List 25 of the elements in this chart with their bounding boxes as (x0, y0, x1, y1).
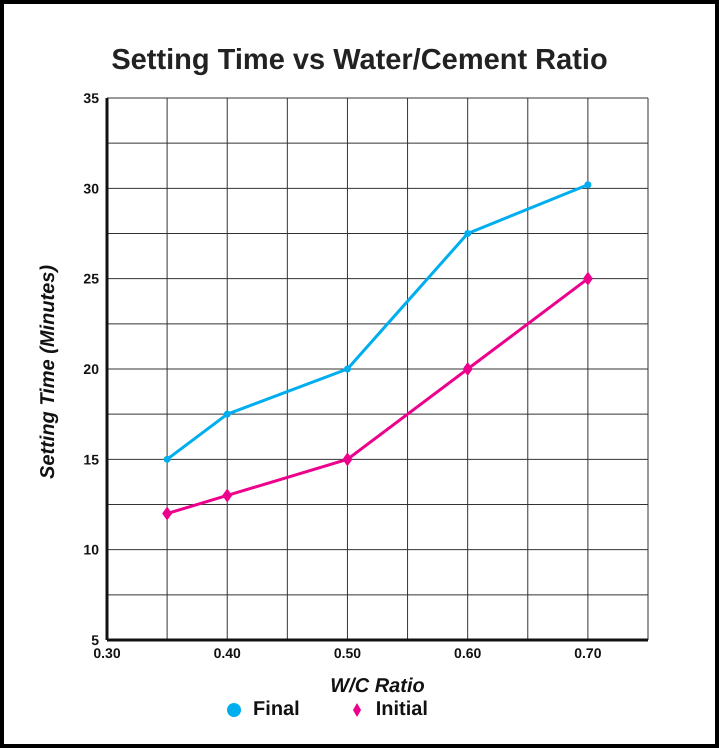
y-tick-label: 35 (83, 90, 100, 106)
point (222, 488, 232, 502)
point (584, 181, 592, 188)
point (162, 506, 172, 521)
x-tick-label: 0.70 (574, 644, 602, 661)
y-tick-label: 10 (83, 542, 100, 558)
point (462, 362, 473, 376)
x-tick-label: 0.50 (334, 644, 362, 661)
point (344, 366, 351, 372)
legend-label: Initial (376, 698, 428, 720)
point (224, 410, 231, 418)
point (582, 272, 593, 286)
y-axis-title: Setting Time (Minutes) (37, 264, 60, 479)
y-tick-label: 20 (83, 360, 100, 377)
x-tick-label: 0.60 (454, 644, 482, 661)
x-axis-title: W/C Ratio (330, 675, 425, 697)
point (464, 230, 472, 237)
y-tick-label: 15 (83, 451, 100, 468)
legend-label: Final (253, 698, 300, 720)
chart-title: Setting Time vs Water/Cement Ratio (110, 44, 609, 77)
y-tick-label: 30 (83, 180, 100, 196)
point (164, 456, 171, 463)
y-tick-label: 25 (83, 270, 100, 287)
x-tick-label: 0.40 (214, 644, 242, 661)
point (342, 452, 352, 466)
